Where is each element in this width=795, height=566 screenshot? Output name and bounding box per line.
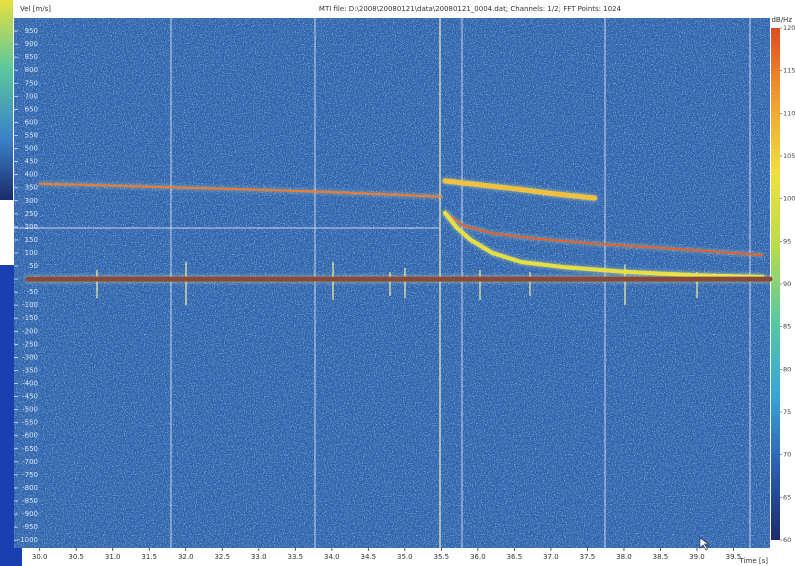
colorbar-tick-label: 75 [783, 408, 791, 416]
spikes [96, 262, 698, 305]
colorbar-tick-label: 60 [783, 536, 791, 544]
y-tick-label: 200 [25, 223, 38, 231]
y-axis-label: Vel [m/s] [20, 5, 51, 13]
y-tick-label: 500 [25, 145, 38, 153]
colorbar-tick-label: 105 [783, 152, 795, 160]
colorbar-tick-label: 65 [783, 493, 791, 501]
x-tick-label: 34.0 [324, 553, 340, 561]
x-tick-label: 30.5 [68, 553, 84, 561]
y-tick-label: 750 [25, 79, 38, 87]
y-tick-label: 400 [25, 171, 38, 179]
signal-trace [443, 210, 765, 279]
colorbar-tick-label: 70 [783, 451, 791, 459]
signal-trace [442, 178, 598, 201]
y-tick-label: -700 [22, 458, 38, 466]
x-tick-label: 39.5 [726, 553, 742, 561]
y-tick-label: -800 [22, 484, 38, 492]
colorbar-tick-label: 110 [783, 109, 795, 117]
y-tick-label: 100 [25, 249, 38, 257]
y-tick-label: -900 [22, 510, 38, 518]
x-tick-label: 33.5 [287, 553, 303, 561]
y-tick-label: -650 [22, 445, 38, 453]
y-tick-label: -100 [22, 301, 38, 309]
y-tick-label: 300 [25, 197, 38, 205]
y-tick-label: 950 [25, 27, 38, 35]
x-tick-label: 33.0 [251, 553, 267, 561]
x-axis-label: Time [s] [739, 557, 769, 565]
y-tick-label: -400 [22, 380, 38, 388]
colorbar [771, 28, 780, 540]
y-tick-label: -50 [27, 288, 38, 296]
x-tick-label: 36.0 [470, 553, 486, 561]
noise [14, 18, 770, 548]
y-tick-label: -600 [22, 432, 38, 440]
y-tick-label: -250 [22, 340, 38, 348]
x-tick-label: 30.0 [32, 553, 48, 561]
chart-title: MTI file: D:\2008\20080121\data\20080121… [319, 5, 622, 13]
y-tick-label: 650 [25, 105, 38, 113]
colorbar-tick-label: 95 [783, 237, 791, 245]
markers [14, 18, 751, 548]
colorbar-tick-label: 120 [783, 24, 795, 32]
x-tick-label: 38.5 [653, 553, 669, 561]
side-window [0, 0, 13, 200]
x-tick-label: 35.5 [434, 553, 450, 561]
y-tick-label: -950 [22, 523, 38, 531]
x-tick-label: 34.5 [361, 553, 377, 561]
y-tick-label: 50 [29, 262, 38, 270]
y-tick-label: 900 [25, 40, 38, 48]
colorbar-tick-label: 85 [783, 323, 791, 331]
x-tick-label: 39.0 [689, 553, 705, 561]
y-tick-label: 250 [25, 210, 38, 218]
colorbar-label: dB/Hz [771, 16, 792, 24]
y-tick-label: 450 [25, 158, 38, 166]
y-tick-label: -1000 [18, 536, 38, 544]
colorbar-tick-label: 100 [783, 195, 795, 203]
signal-trace [444, 211, 764, 257]
y-tick-label: -200 [22, 327, 38, 335]
x-tick-label: 32.5 [214, 553, 230, 561]
colorbar-tick-label: 90 [783, 280, 791, 288]
colorbar-tick-label: 115 [783, 67, 795, 75]
y-tick-label: 600 [25, 118, 38, 126]
x-tick-label: 37.0 [543, 553, 559, 561]
x-tick-label: 31.5 [141, 553, 157, 561]
y-tick-label: 350 [25, 184, 38, 192]
mouse-cursor [699, 537, 710, 551]
y-tick-label: -850 [22, 497, 38, 505]
x-tick-label: 32.0 [178, 553, 194, 561]
y-tick-label: -300 [22, 353, 38, 361]
y-tick-label: 700 [25, 92, 38, 100]
y-tick-label: 150 [25, 236, 38, 244]
colorbar-tick-label: 80 [783, 365, 791, 373]
y-tick-label: -150 [22, 314, 38, 322]
signal-trace [38, 182, 443, 198]
data-layer: 950 900 850 800 750 700 650 600 550 500 450 400 350 3… [14, 24, 795, 561]
y-tick-label: -550 [22, 419, 38, 427]
y-tick-label: -500 [22, 406, 38, 414]
x-tick-label: 37.5 [580, 553, 596, 561]
y-tick-label: -350 [22, 366, 38, 374]
x-tick-label: 36.5 [507, 553, 523, 561]
x-tick-label: 31.0 [105, 553, 121, 561]
y-tick-label: -750 [22, 471, 38, 479]
y-tick-label: -450 [22, 393, 38, 401]
x-tick-label: 38.0 [616, 553, 632, 561]
y-tick-label: 850 [25, 53, 38, 61]
y-tick-label: 800 [25, 66, 38, 74]
y-tick-label: 550 [25, 131, 38, 139]
x-tick-label: 35.0 [397, 553, 413, 561]
